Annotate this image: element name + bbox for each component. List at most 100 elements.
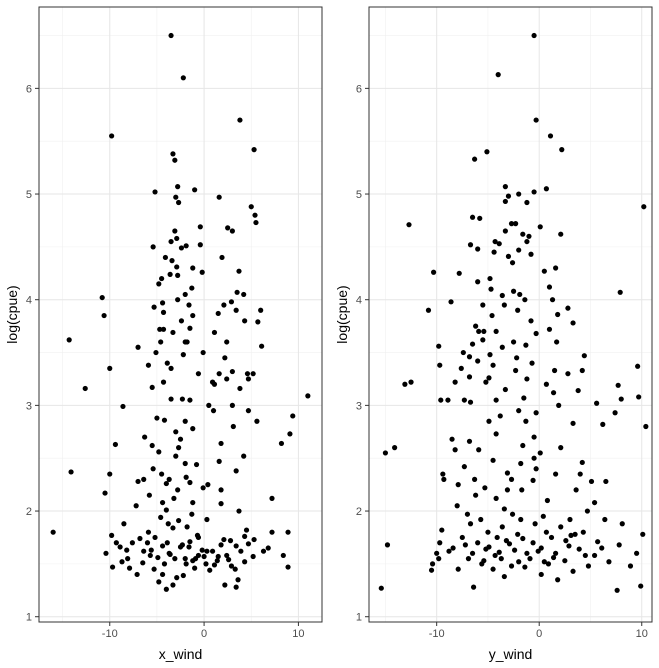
data-point: [509, 511, 516, 517]
data-point: [224, 339, 230, 345]
data-point: [469, 341, 476, 347]
data-point: [190, 558, 196, 564]
y-tick-label: 6: [356, 83, 362, 95]
data-point: [230, 423, 236, 430]
data-point: [531, 32, 537, 39]
data-point: [549, 297, 556, 303]
data-point: [152, 189, 158, 195]
data-point: [176, 199, 182, 206]
data-point: [579, 367, 585, 374]
data-point: [226, 557, 232, 563]
data-point: [186, 302, 192, 308]
data-point: [168, 238, 174, 245]
data-point: [489, 312, 495, 319]
data-point: [148, 547, 154, 553]
data-point: [189, 511, 195, 517]
data-point: [408, 379, 414, 385]
data-point: [159, 499, 166, 506]
data-point: [184, 524, 190, 530]
data-point: [168, 365, 174, 371]
data-point: [163, 480, 169, 487]
data-point: [210, 408, 217, 414]
data-point: [554, 339, 560, 345]
data-point: [169, 258, 175, 264]
panel-y-wind: -10 0 10 1 2 3 4 5 6 y_wind log(cpue): [334, 6, 653, 662]
data-point: [255, 319, 261, 325]
data-point: [510, 339, 517, 345]
data-point: [501, 506, 507, 512]
data-point: [492, 238, 498, 245]
data-point: [174, 264, 180, 270]
data-point: [68, 469, 74, 475]
data-point: [599, 545, 605, 551]
data-point: [224, 552, 230, 559]
data-point: [565, 371, 571, 377]
data-point: [174, 575, 180, 581]
data-point: [475, 279, 481, 285]
data-point: [205, 482, 211, 488]
data-point: [378, 585, 384, 591]
data-point: [436, 343, 442, 349]
data-point: [431, 269, 437, 275]
data-point: [102, 490, 108, 496]
data-point: [499, 344, 505, 350]
data-point: [242, 533, 248, 540]
y-axis-title: log(cpue): [334, 285, 350, 343]
data-point: [170, 151, 176, 157]
data-point: [107, 365, 113, 371]
data-point: [475, 358, 481, 364]
data-point: [530, 540, 536, 546]
data-point: [585, 563, 592, 569]
data-point: [550, 390, 557, 396]
data-point: [164, 360, 170, 366]
data-point: [603, 478, 609, 485]
data-point: [207, 567, 213, 573]
data-point: [532, 521, 538, 527]
data-point: [606, 559, 612, 565]
data-point: [133, 503, 139, 509]
data-point: [157, 326, 163, 332]
data-point: [523, 418, 529, 424]
data-point: [490, 566, 496, 572]
data-point: [109, 532, 115, 538]
data-point: [484, 149, 490, 155]
y-tick-label: 2: [356, 506, 362, 518]
data-point: [149, 442, 155, 449]
x-tick-label: 10: [636, 628, 648, 640]
data-point: [485, 529, 491, 535]
data-point: [570, 320, 576, 326]
data-point: [180, 572, 186, 579]
data-point: [522, 564, 528, 570]
data-point: [575, 387, 581, 394]
data-point: [508, 221, 515, 227]
data-point: [556, 402, 562, 408]
data-point: [570, 568, 576, 574]
data-point: [576, 546, 582, 552]
data-point: [635, 363, 641, 369]
data-point: [158, 514, 164, 520]
data-point: [392, 445, 398, 451]
data-point: [619, 521, 625, 527]
data-point: [558, 524, 564, 530]
data-point: [540, 513, 546, 519]
data-point: [233, 307, 239, 313]
data-point: [200, 485, 206, 491]
data-point: [203, 561, 209, 567]
data-point: [145, 362, 152, 368]
data-point: [175, 487, 181, 493]
data-point: [522, 297, 528, 303]
data-point: [219, 254, 225, 261]
data-point: [250, 371, 256, 377]
data-point: [166, 476, 172, 482]
data-point: [467, 399, 474, 405]
data-point: [170, 329, 176, 336]
data-point: [211, 381, 218, 387]
data-point: [233, 584, 239, 590]
data-point: [237, 117, 243, 123]
data-point: [146, 492, 152, 498]
panel-x-wind-border: [38, 6, 323, 623]
data-point: [602, 516, 608, 523]
data-point: [477, 215, 483, 221]
data-point: [107, 471, 113, 477]
data-point: [175, 184, 181, 190]
